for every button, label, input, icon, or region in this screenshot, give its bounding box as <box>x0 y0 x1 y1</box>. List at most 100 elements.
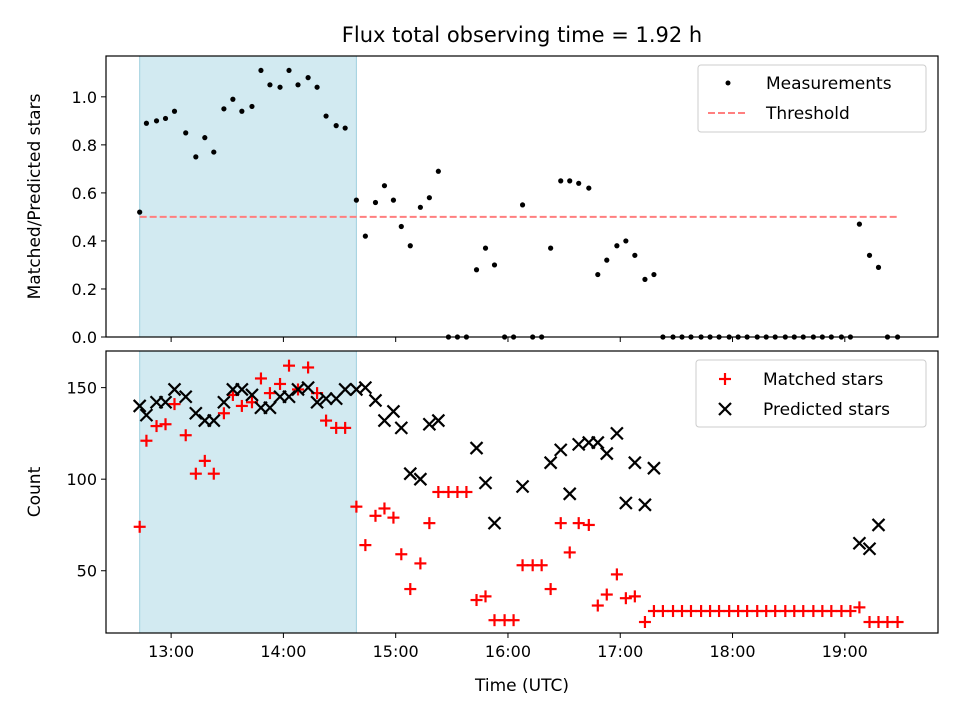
matched-stars-point <box>582 518 595 531</box>
predicted-stars-point <box>610 426 624 441</box>
figure-title: Flux total observing time = 1.92 h <box>342 23 702 47</box>
legend-box <box>695 359 927 428</box>
matched-stars-point <box>168 398 181 411</box>
matched-stars-point <box>179 429 192 442</box>
predicted-stars-point <box>628 455 642 470</box>
measurements-point <box>193 154 199 160</box>
matched-stars-point <box>274 377 287 390</box>
legend-label-measurements: Measurements <box>766 74 892 94</box>
measurements-point <box>162 115 169 122</box>
predicted-stars-point <box>647 461 661 475</box>
predicted-stars-point <box>235 382 249 397</box>
matched-stars-point <box>516 559 529 572</box>
predicted-stars-point <box>282 390 296 404</box>
matched-stars-point <box>628 590 641 603</box>
predicted-stars-point <box>431 413 446 428</box>
matched-stars-point <box>302 361 315 374</box>
matched-stars-point <box>853 601 866 614</box>
predicted-stars-point <box>469 441 484 455</box>
measurements-point <box>267 82 273 88</box>
matched-stars-point <box>844 605 857 618</box>
measurements-point <box>381 183 388 189</box>
x-tick-label: 15:00 <box>373 642 419 661</box>
legend-marker-measurements <box>725 80 731 86</box>
x-axis-label: Time (UTC) <box>474 676 569 696</box>
matched-stars-point <box>150 420 163 433</box>
matched-stars-point <box>350 500 363 513</box>
measurements-point <box>258 67 264 74</box>
matched-stars-point <box>713 605 726 618</box>
predicted-stars-point <box>167 382 182 397</box>
x-tick-label: 17:00 <box>597 642 643 661</box>
matched-stars-point <box>140 434 153 447</box>
measurements-point <box>866 252 873 258</box>
predicted-stars-point <box>487 516 502 530</box>
predicted-stars-point <box>207 413 221 428</box>
measurements-point <box>211 149 217 155</box>
predicted-stars-point <box>553 443 568 457</box>
matched-stars-point <box>563 546 576 559</box>
y-tick-label: 0.0 <box>72 328 97 347</box>
predicted-stars-point <box>358 380 373 395</box>
legend-marker-matched <box>719 373 731 385</box>
matched-stars-point <box>488 614 501 627</box>
measurements-point <box>586 185 592 191</box>
legend-label-threshold: Threshold <box>765 104 850 124</box>
measurements-point <box>482 245 489 251</box>
measurements-point <box>286 67 292 74</box>
measurements-point <box>183 130 189 136</box>
predicted-stars-point <box>338 382 352 397</box>
matched-stars-point <box>684 605 697 618</box>
measurements-point <box>473 267 480 273</box>
matched-stars-point <box>881 616 894 629</box>
legend-label-matched: Matched stars <box>763 370 883 390</box>
measurements-point <box>323 113 329 119</box>
predicted-stars-point <box>158 395 173 410</box>
predicted-stars-point <box>638 498 652 512</box>
matched-stars-point <box>235 399 248 412</box>
measurements-point <box>651 271 657 278</box>
measurements-point <box>614 243 620 249</box>
measurements-point <box>435 168 441 174</box>
matched-stars-point <box>544 583 557 596</box>
predicted-stars-point <box>132 399 147 413</box>
legend: Measurements Threshold <box>697 64 927 133</box>
y-tick-label: 0.8 <box>72 136 97 155</box>
matched-stars-point <box>133 520 146 533</box>
matched-stars-point <box>189 467 202 480</box>
x-tick-label: 14:00 <box>260 642 306 661</box>
y-tick-label: 0.2 <box>72 280 97 299</box>
y-axis-label: Matched/Predicted stars <box>25 93 45 299</box>
y-tick-label: 1.0 <box>72 88 97 107</box>
measurements-point <box>595 271 601 278</box>
measurements-point <box>604 257 610 263</box>
predicted-stars-point <box>515 479 530 494</box>
matched-stars-point <box>414 557 427 570</box>
measurements-point <box>398 223 404 230</box>
measurements-point <box>632 252 638 258</box>
y-tick-label: 50 <box>77 562 97 581</box>
matched-stars-point <box>283 359 296 372</box>
y-tick-label: 100 <box>66 470 97 489</box>
predicted-stars-point <box>368 393 383 408</box>
matched-stars-point <box>432 486 445 498</box>
predicted-stars-point <box>422 417 437 432</box>
measurements-point <box>642 276 648 282</box>
matched-stars-point <box>619 592 632 605</box>
measurements-point <box>491 262 498 268</box>
matched-stars-point <box>395 548 408 561</box>
matched-stars-point <box>891 616 904 629</box>
matched-stars-point <box>378 502 391 515</box>
predicted-stars-point <box>245 388 259 402</box>
matched-stars-point <box>207 467 220 480</box>
predicted-stars-point <box>319 391 333 406</box>
measurements-point <box>333 123 339 129</box>
measurements-point <box>202 135 208 141</box>
x-tick-label: 16:00 <box>485 642 531 661</box>
matched-stars-point <box>479 590 492 603</box>
predicted-stars-point <box>862 541 877 556</box>
predicted-stars-point <box>217 395 231 410</box>
measurements-point <box>277 84 283 90</box>
legend-marker-predicted <box>718 402 732 416</box>
